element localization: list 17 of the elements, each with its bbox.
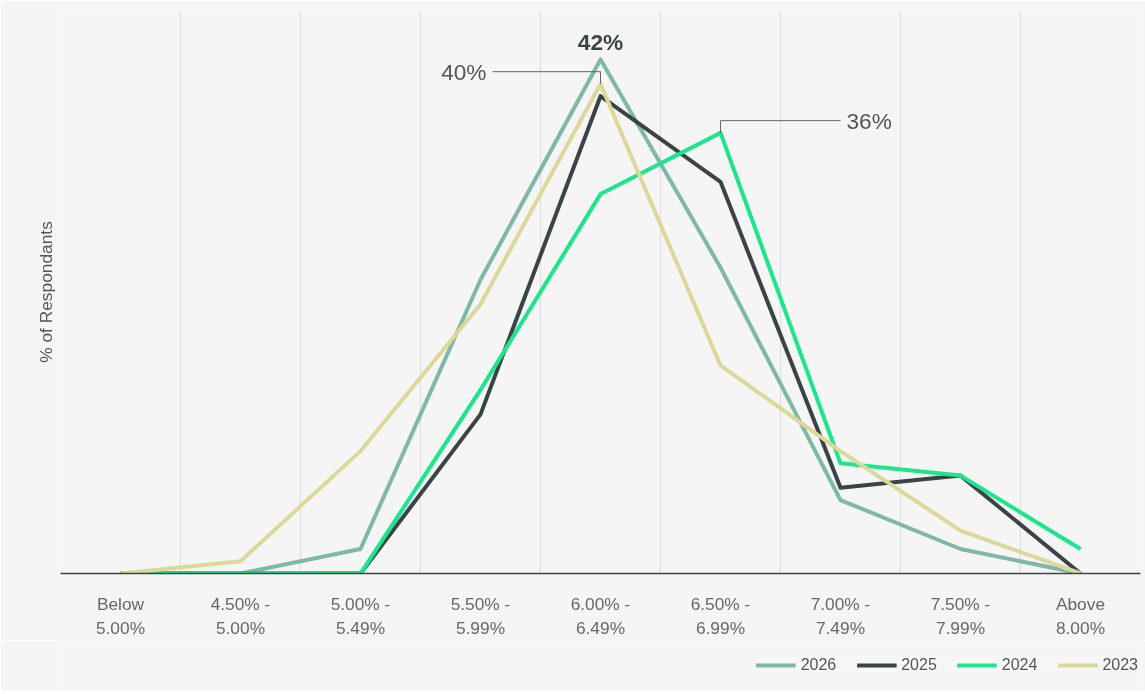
legend-label: 2026 <box>800 656 837 674</box>
legend-label: 2025 <box>901 656 937 674</box>
legend-label: 2023 <box>1102 656 1138 674</box>
x-tick-label: 7.50% - 7.99% <box>930 593 991 638</box>
x-tick-label: Above 8.00% <box>1055 593 1106 638</box>
x-tick-label: 6.50% - 6.99% <box>690 593 751 638</box>
y-axis-title: % of Respondants <box>35 220 56 363</box>
x-tick-label: 5.00% - 5.49% <box>330 593 391 638</box>
x-tick-label: 6.00% - 6.49% <box>570 593 631 638</box>
data-label: 36% <box>846 107 892 134</box>
x-tick-label: Below 5.00% <box>95 593 146 638</box>
x-tick-label: 4.50% - 5.00% <box>210 593 271 638</box>
data-label: 42% <box>577 28 624 55</box>
legend-label: 2024 <box>1001 656 1038 674</box>
x-tick-label: 7.00% - 7.49% <box>810 593 871 638</box>
x-tick-label: 5.50% - 5.99% <box>450 593 511 638</box>
data-label: 40% <box>441 58 487 85</box>
